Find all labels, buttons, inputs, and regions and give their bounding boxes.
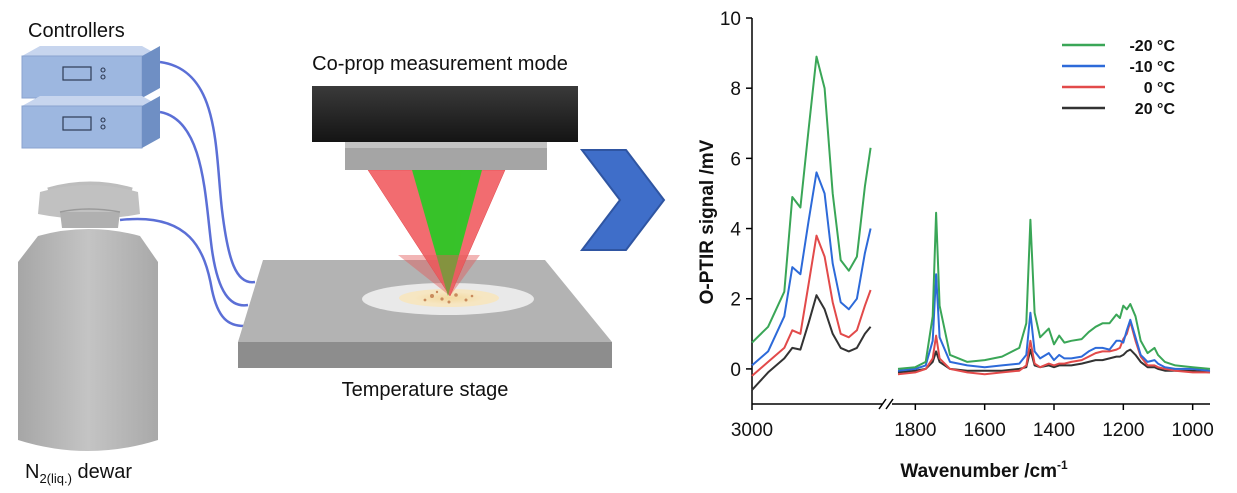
x-tick-label: 1200 (1102, 420, 1144, 441)
knob-icon (100, 74, 106, 80)
legend-label: 20 °C (1135, 101, 1176, 118)
cable (159, 60, 256, 284)
y-tick-label: 0 (730, 360, 741, 381)
x-tick-label: 1600 (964, 420, 1006, 441)
controller-box-lower (21, 96, 160, 149)
objective (312, 86, 578, 170)
mode-title: Co-prop measurement mode (312, 53, 568, 75)
dewar-body (18, 229, 158, 451)
display-icon (62, 116, 92, 131)
sample (399, 289, 499, 307)
x-axis-label: Wavenumber /cm-1 (900, 458, 1068, 482)
knob-icon (100, 117, 106, 123)
dewar-label: N2(liq.) dewar (25, 461, 132, 486)
series-line (897, 273, 1211, 372)
legend-label: -20 °C (1129, 38, 1175, 55)
x-tick-label: 3000 (731, 420, 773, 441)
dewar (18, 181, 158, 451)
x-tick-label: 1800 (894, 420, 936, 441)
laser-beams (367, 169, 506, 297)
controllers-label: Controllers (28, 20, 125, 42)
x-tick-label: 1400 (1033, 420, 1075, 441)
series-line (897, 320, 1210, 376)
stage-label: Temperature stage (342, 379, 509, 401)
objective-body (312, 86, 578, 142)
spectrum-chart: O-PTIR signal /mV Wavenumber /cm-1 0 2 4 6 8… (697, 9, 1214, 482)
knob-icon (100, 67, 106, 73)
stage-front (238, 342, 612, 368)
y-axis-label: O-PTIR signal /mV (697, 139, 718, 304)
dewar-neck (60, 212, 120, 228)
dewar-handle (47, 181, 133, 193)
y-tick-label: 6 (730, 149, 741, 170)
y-tick-label: 10 (720, 9, 741, 30)
legend-label: 0 °C (1144, 80, 1176, 97)
axis-break-icon (878, 398, 894, 410)
series-line (751, 234, 872, 377)
visible-probe-beam (412, 170, 482, 296)
series-line (751, 294, 872, 391)
y-tick-label: 8 (730, 79, 741, 100)
chevron-right-icon (579, 149, 666, 251)
knob-icon (100, 124, 106, 130)
y-tick-label: 4 (730, 220, 741, 241)
cable (119, 217, 245, 328)
controller-box-upper (21, 46, 160, 99)
sample-particles (423, 290, 474, 304)
cables (119, 60, 256, 328)
series-line (897, 211, 1211, 370)
cable (159, 110, 249, 307)
legend-label: -10 °C (1129, 59, 1175, 76)
display-icon (62, 66, 92, 81)
temperature-stage (238, 260, 612, 368)
series-line (751, 55, 872, 344)
x-tick-label: 1000 (1172, 420, 1214, 441)
series-line (751, 171, 872, 367)
y-tick-label: 2 (730, 290, 741, 311)
